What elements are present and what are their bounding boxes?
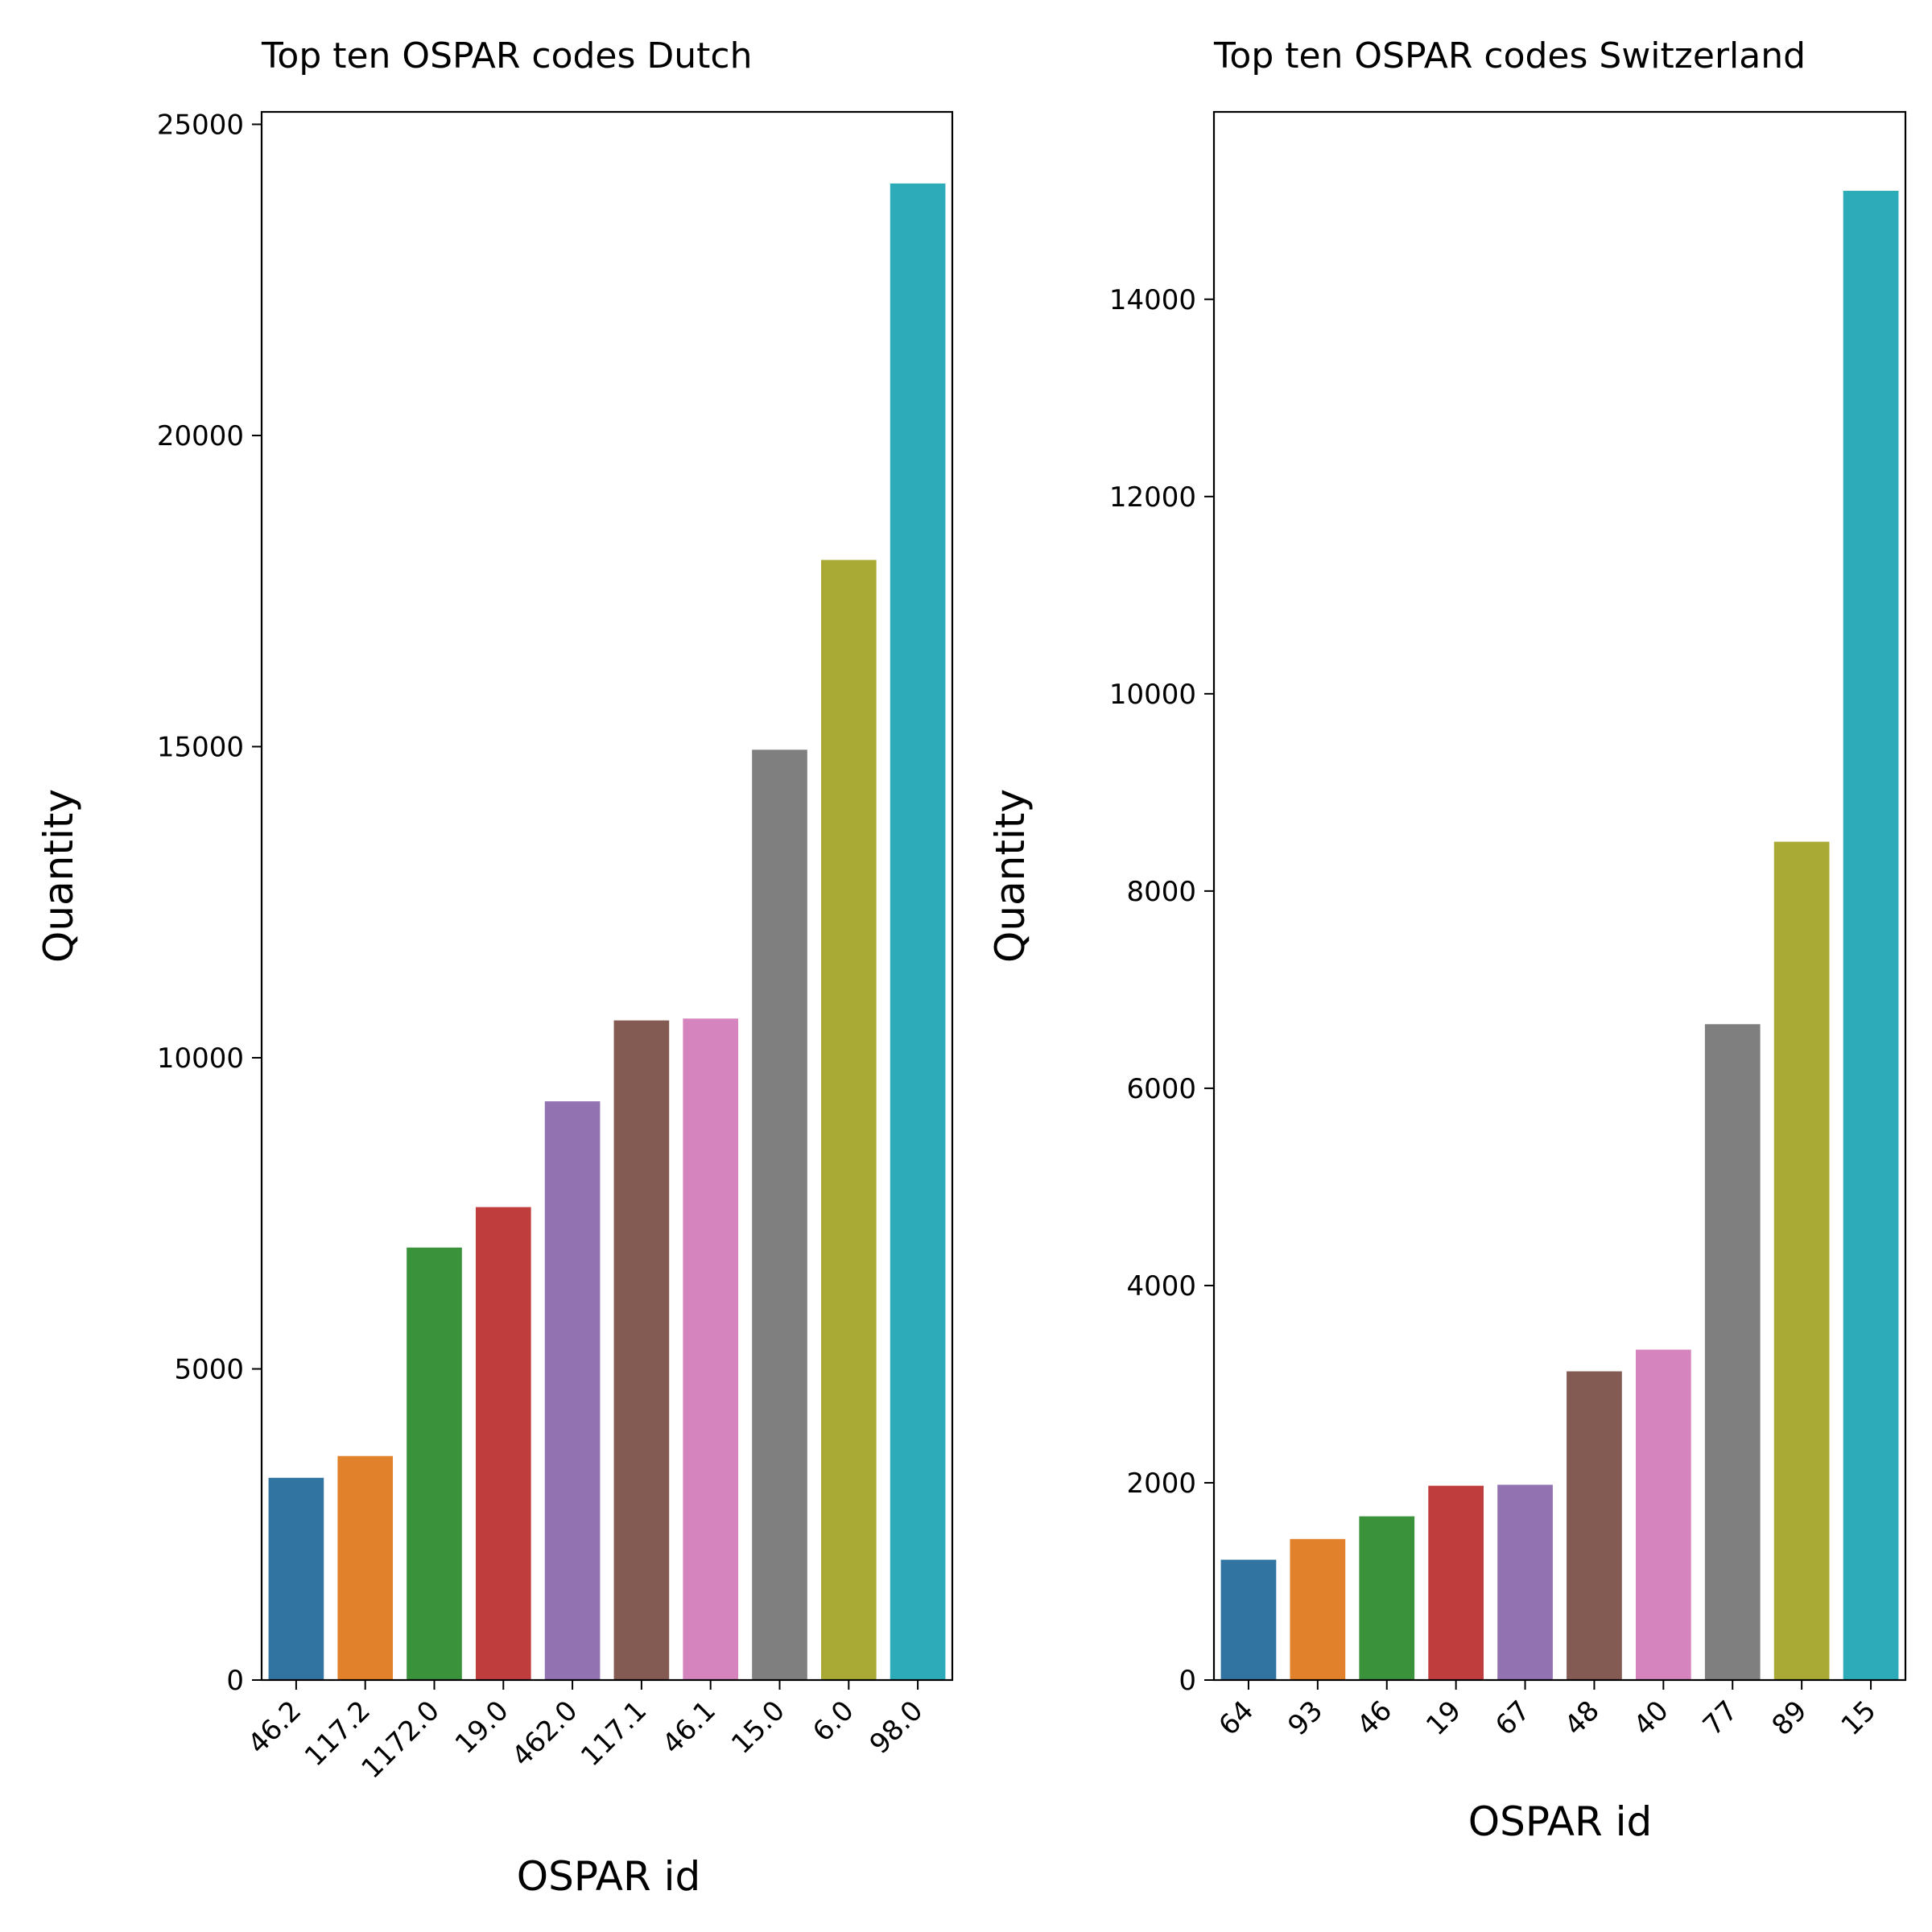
axes-frame xyxy=(260,110,954,1682)
bar xyxy=(890,183,946,1680)
bar xyxy=(1220,1559,1277,1680)
plot-area: 050001000015000200002500046.2117.21172.0… xyxy=(157,109,954,1785)
y-tick-label: 0 xyxy=(226,1665,244,1697)
y-tick-label: 10000 xyxy=(157,1042,244,1075)
y-tick-label: 20000 xyxy=(157,420,244,452)
axes-frame xyxy=(1212,110,1907,1682)
bar xyxy=(475,1207,531,1680)
chart-switzerland: Top ten OSPAR codes Switzerland Quantity… xyxy=(987,35,1907,1845)
y-tick-label: 25000 xyxy=(157,109,244,141)
y-axis-label: Quantity xyxy=(987,789,1034,963)
x-axis-label: OSPAR id xyxy=(517,1853,701,1900)
bar xyxy=(1635,1349,1691,1680)
bar xyxy=(1497,1484,1553,1680)
y-tick-label: 10000 xyxy=(1109,679,1196,711)
bar xyxy=(752,749,807,1680)
chart-title: Top ten OSPAR codes Switzerland xyxy=(1213,35,1806,76)
bar xyxy=(268,1477,324,1680)
chart-dutch: Top ten OSPAR codes Dutch Quantity OSPAR… xyxy=(35,35,954,1900)
bar xyxy=(1773,841,1830,1680)
bar xyxy=(1843,191,1899,1680)
bar xyxy=(820,559,877,1680)
bar xyxy=(1290,1538,1346,1680)
x-axis-label: OSPAR id xyxy=(1468,1798,1653,1845)
bar xyxy=(1704,1024,1761,1680)
bar xyxy=(1359,1516,1415,1680)
bar xyxy=(1567,1371,1622,1680)
bar xyxy=(544,1101,601,1680)
y-tick-label: 6000 xyxy=(1126,1073,1196,1105)
bar xyxy=(407,1247,462,1680)
y-tick-label: 4000 xyxy=(1126,1270,1196,1302)
chart-title: Top ten OSPAR codes Dutch xyxy=(261,35,753,76)
y-axis-label: Quantity xyxy=(35,789,82,963)
y-tick-label: 12000 xyxy=(1109,481,1196,514)
y-tick-label: 8000 xyxy=(1126,876,1196,908)
bar xyxy=(1428,1485,1484,1680)
bar xyxy=(683,1018,739,1680)
y-tick-label: 5000 xyxy=(174,1353,244,1385)
bar xyxy=(613,1020,670,1680)
bar xyxy=(337,1455,394,1680)
y-tick-label: 0 xyxy=(1179,1665,1196,1697)
y-tick-label: 14000 xyxy=(1109,284,1196,316)
y-tick-label: 15000 xyxy=(157,731,244,763)
y-tick-label: 2000 xyxy=(1126,1468,1196,1500)
